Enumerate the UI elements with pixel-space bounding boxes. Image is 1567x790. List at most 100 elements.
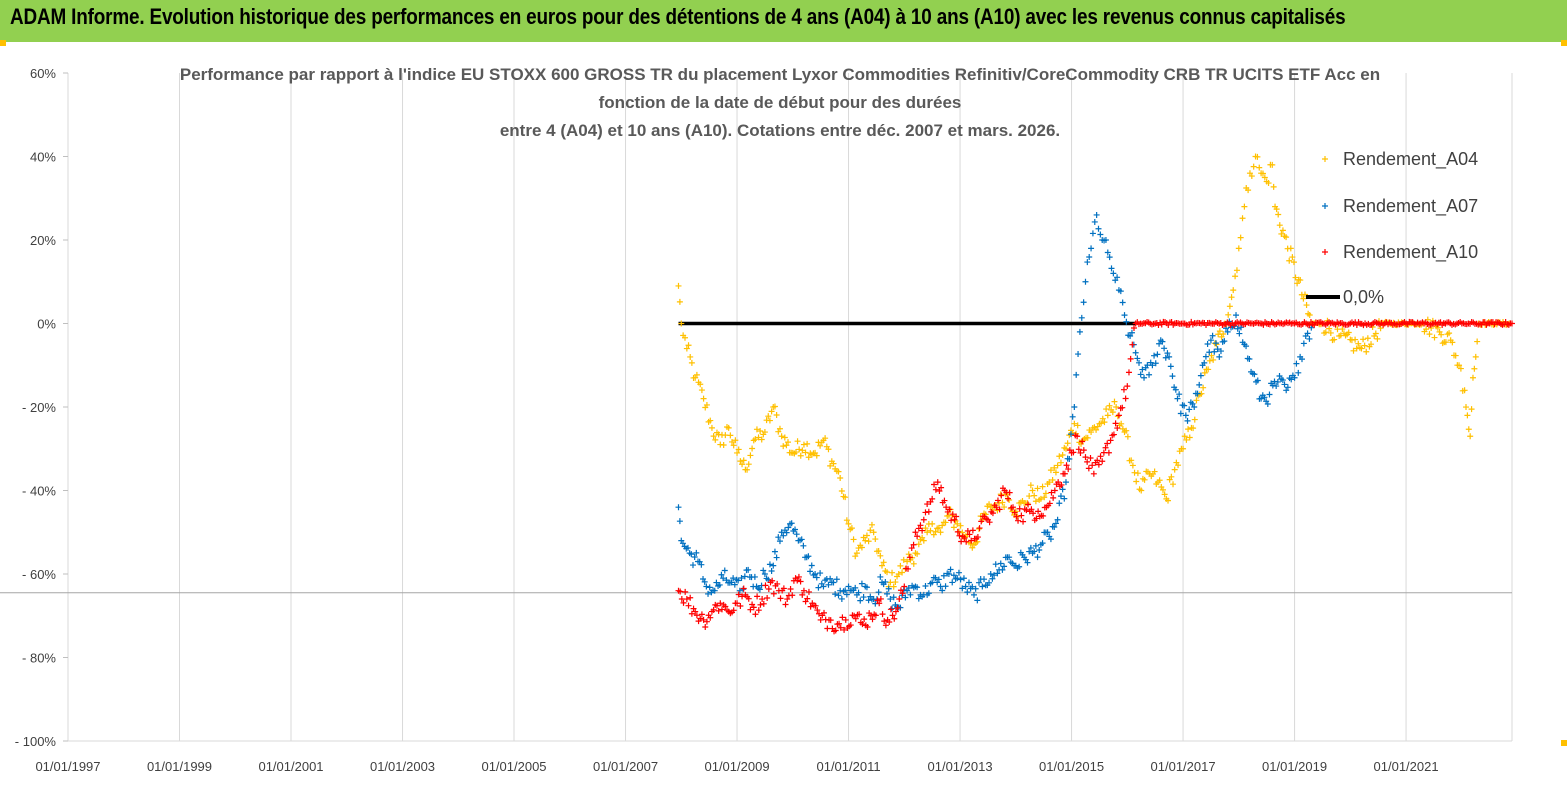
data-point <box>1251 371 1258 378</box>
data-point <box>773 412 780 419</box>
data-point <box>1082 278 1089 285</box>
data-point <box>860 534 867 541</box>
data-point <box>728 579 735 586</box>
data-point <box>1228 294 1235 301</box>
data-point <box>1226 303 1233 310</box>
data-point <box>1039 483 1046 490</box>
data-point <box>691 553 698 560</box>
data-point <box>1047 467 1054 474</box>
data-point <box>1054 462 1061 469</box>
data-point <box>1182 412 1189 419</box>
data-point <box>890 583 897 590</box>
x-tick-label: 01/01/2013 <box>928 759 993 774</box>
data-point <box>1326 325 1333 332</box>
data-point <box>1082 454 1089 461</box>
data-point <box>1056 453 1063 460</box>
data-point <box>1034 554 1041 561</box>
data-point <box>800 441 807 448</box>
data-point <box>934 479 941 486</box>
data-point <box>1300 340 1307 347</box>
data-point <box>950 572 957 579</box>
data-point <box>948 517 955 524</box>
data-point <box>1278 230 1285 237</box>
data-point <box>760 567 767 574</box>
data-point <box>1217 348 1224 355</box>
data-point <box>1201 359 1208 366</box>
data-point <box>1127 355 1134 362</box>
data-point <box>1016 563 1023 570</box>
data-point <box>805 553 812 560</box>
data-point <box>1261 174 1268 181</box>
data-point <box>1098 420 1105 427</box>
y-tick-label: 60% <box>30 66 56 81</box>
data-point <box>1168 473 1175 480</box>
data-point <box>1125 369 1132 376</box>
data-point <box>703 401 710 408</box>
data-point <box>925 508 932 515</box>
data-point <box>1134 355 1141 362</box>
data-point <box>784 596 791 603</box>
data-point <box>1360 336 1367 343</box>
data-point <box>889 612 896 619</box>
data-point <box>720 575 727 582</box>
x-tick-label: 01/01/2019 <box>1262 759 1327 774</box>
data-point <box>1190 425 1197 432</box>
data-point <box>768 408 775 415</box>
data-point <box>710 606 717 613</box>
data-point <box>936 488 943 495</box>
data-point <box>1184 417 1191 424</box>
data-point <box>1269 161 1276 168</box>
data-point <box>1123 318 1130 325</box>
data-point <box>907 591 914 598</box>
data-point <box>1434 324 1441 331</box>
y-tick-label: - 20% <box>22 400 56 415</box>
data-point <box>932 486 939 493</box>
data-point <box>1075 351 1082 358</box>
data-point <box>1468 406 1475 413</box>
data-point <box>1027 544 1034 551</box>
data-point <box>922 583 929 590</box>
data-point <box>812 602 819 609</box>
x-tick-label: 01/01/2009 <box>704 759 769 774</box>
data-point <box>814 607 821 614</box>
data-point <box>736 587 743 594</box>
data-point <box>1363 348 1370 355</box>
data-point <box>707 614 714 621</box>
data-point <box>797 452 804 459</box>
data-point <box>920 516 927 523</box>
data-point <box>902 594 909 601</box>
data-point <box>900 556 907 563</box>
data-point <box>1193 397 1200 404</box>
data-point <box>708 424 715 431</box>
data-point <box>680 599 687 606</box>
y-tick-label: - 100% <box>15 734 57 749</box>
data-point <box>1013 513 1020 520</box>
data-point <box>727 432 734 439</box>
data-point <box>1095 461 1102 468</box>
data-point <box>730 607 737 614</box>
data-point <box>1077 449 1084 456</box>
data-point <box>692 608 699 615</box>
data-point <box>1104 440 1111 447</box>
data-point <box>853 550 860 557</box>
data-point <box>759 596 766 603</box>
data-point <box>1166 353 1173 360</box>
x-tick-label: 01/01/2001 <box>258 759 323 774</box>
x-tick-label: 01/01/2017 <box>1151 759 1216 774</box>
data-point <box>1114 274 1121 281</box>
data-point <box>1276 222 1283 229</box>
data-point <box>847 622 854 629</box>
data-point <box>707 417 714 424</box>
data-point <box>1088 245 1095 252</box>
data-point <box>1469 374 1476 381</box>
data-point <box>1292 274 1299 281</box>
data-point <box>1295 369 1302 376</box>
data-point <box>1001 504 1008 511</box>
data-point <box>1161 345 1168 352</box>
data-point <box>1161 491 1168 498</box>
data-point <box>1118 420 1125 427</box>
data-point <box>1290 259 1297 266</box>
data-point <box>734 449 741 456</box>
data-point <box>896 596 903 603</box>
data-point <box>924 501 931 508</box>
